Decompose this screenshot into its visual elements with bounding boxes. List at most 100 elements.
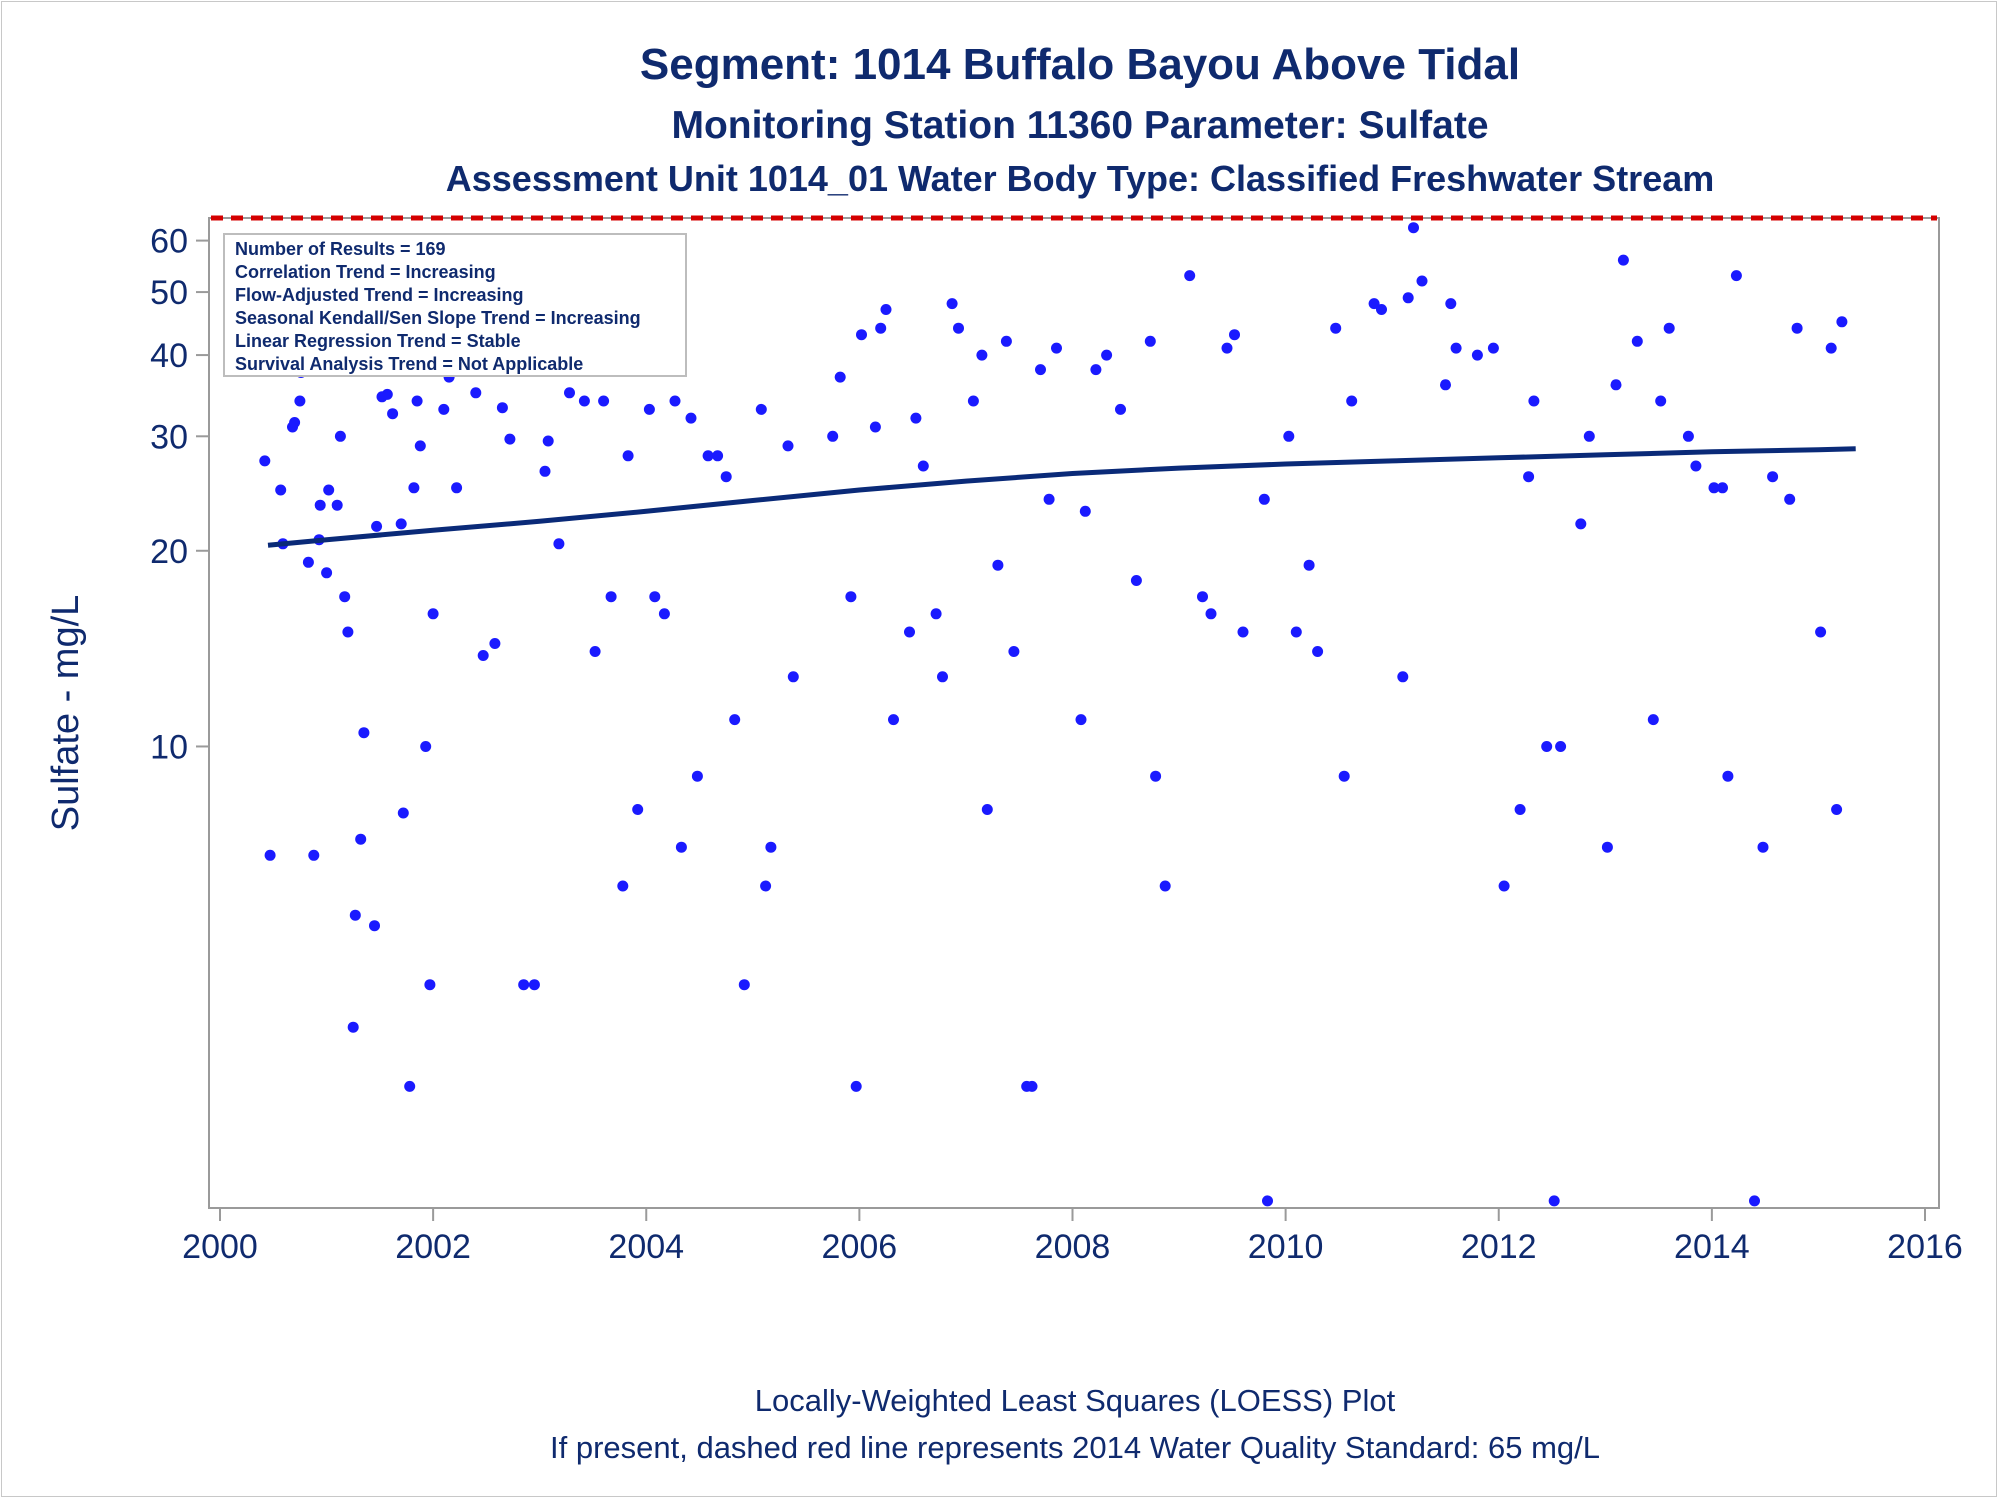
y-axis: 10 20 30 40 50 60	[150, 223, 209, 766]
data-point	[1150, 770, 1162, 782]
data-point	[504, 433, 516, 445]
data-point	[321, 567, 333, 579]
y-tick-label: 50	[150, 274, 188, 312]
data-point	[1130, 575, 1142, 586]
data-point	[1402, 292, 1414, 304]
legend-line-linear-regression: Linear Regression Trend = Stable	[235, 331, 521, 351]
y-axis-label: Sulfate - mg/L	[45, 595, 87, 832]
data-point	[1262, 1195, 1273, 1207]
data-point	[845, 591, 857, 603]
data-point	[1631, 335, 1643, 347]
data-point	[675, 841, 687, 853]
data-point	[339, 591, 351, 603]
x-tick-label: 2016	[1887, 1228, 1963, 1266]
data-point	[712, 450, 724, 462]
data-point	[1221, 342, 1233, 354]
x-tick-label: 2010	[1248, 1228, 1324, 1266]
data-point	[755, 403, 767, 415]
data-point	[1408, 222, 1419, 234]
data-point	[1197, 591, 1208, 603]
data-point	[1075, 714, 1087, 726]
data-point	[371, 520, 383, 532]
data-point	[880, 304, 892, 315]
data-point	[1376, 304, 1387, 315]
data-point	[349, 909, 361, 921]
stats-legend: Number of Results = 169 Correlation Tren…	[223, 233, 687, 377]
data-point	[1330, 322, 1342, 334]
data-point	[827, 430, 839, 442]
data-point	[1514, 804, 1526, 815]
data-point	[1825, 342, 1837, 354]
chart-title: Segment: 1014 Buffalo Bayou Above Tidal	[640, 40, 1520, 89]
data-point	[1575, 518, 1587, 530]
data-point	[1498, 880, 1510, 892]
data-point	[1008, 646, 1020, 657]
data-point	[1784, 493, 1796, 505]
x-tick-label: 2008	[1035, 1228, 1111, 1266]
data-point	[489, 638, 501, 649]
data-point	[622, 450, 634, 462]
data-point	[275, 484, 287, 496]
data-point	[334, 430, 346, 442]
x-tick-label: 2006	[822, 1228, 898, 1266]
data-point	[1346, 395, 1358, 407]
data-point	[470, 387, 482, 399]
data-point	[1717, 482, 1728, 494]
data-point	[477, 650, 489, 661]
data-point	[917, 460, 929, 472]
data-point	[1767, 471, 1779, 483]
data-point	[323, 484, 335, 496]
data-point	[1368, 298, 1380, 310]
data-point	[643, 403, 655, 415]
data-point	[875, 322, 887, 334]
data-point	[355, 833, 367, 845]
data-point	[1610, 379, 1622, 391]
footnote-loess: Locally-Weighted Least Squares (LOESS) P…	[755, 1383, 1396, 1418]
data-point	[496, 402, 508, 414]
data-point	[632, 804, 644, 815]
data-point	[1229, 329, 1240, 341]
data-point	[528, 979, 540, 991]
data-point	[542, 435, 554, 447]
data-point	[1338, 770, 1350, 782]
data-point	[1682, 430, 1694, 442]
data-point	[564, 387, 575, 399]
data-point	[589, 646, 601, 657]
data-point	[1416, 275, 1428, 287]
data-point	[1026, 1080, 1038, 1092]
data-point	[1079, 505, 1091, 517]
data-point	[1051, 342, 1062, 354]
data-point	[992, 559, 1004, 571]
data-point	[302, 556, 314, 568]
data-point	[1655, 395, 1667, 407]
data-point	[1000, 335, 1012, 347]
footnote-standard: If present, dashed red line represents 2…	[550, 1430, 1600, 1465]
data-point	[314, 499, 326, 511]
data-point	[617, 880, 629, 892]
data-point	[910, 412, 922, 424]
data-point	[1690, 460, 1702, 472]
data-point	[981, 804, 993, 815]
data-point	[649, 591, 661, 603]
x-tick-label: 2000	[182, 1228, 258, 1266]
legend-line-correlation: Correlation Trend = Increasing	[235, 262, 496, 282]
x-tick-label: 2014	[1674, 1228, 1750, 1266]
data-point	[782, 440, 794, 452]
data-point	[729, 714, 741, 726]
data-point	[1440, 379, 1451, 391]
legend-line-results: Number of Results = 169	[235, 239, 446, 259]
data-point	[1303, 559, 1315, 571]
data-point	[369, 920, 380, 932]
data-point	[1312, 646, 1324, 657]
legend-box	[223, 233, 687, 377]
data-point	[685, 412, 697, 424]
data-point	[1159, 880, 1171, 892]
data-point	[738, 979, 750, 991]
data-point	[1115, 403, 1126, 415]
y-tick-label: 40	[150, 337, 188, 375]
data-point	[760, 880, 772, 892]
y-tick-label: 20	[150, 533, 188, 571]
data-point	[1523, 471, 1535, 483]
data-point	[930, 608, 942, 620]
